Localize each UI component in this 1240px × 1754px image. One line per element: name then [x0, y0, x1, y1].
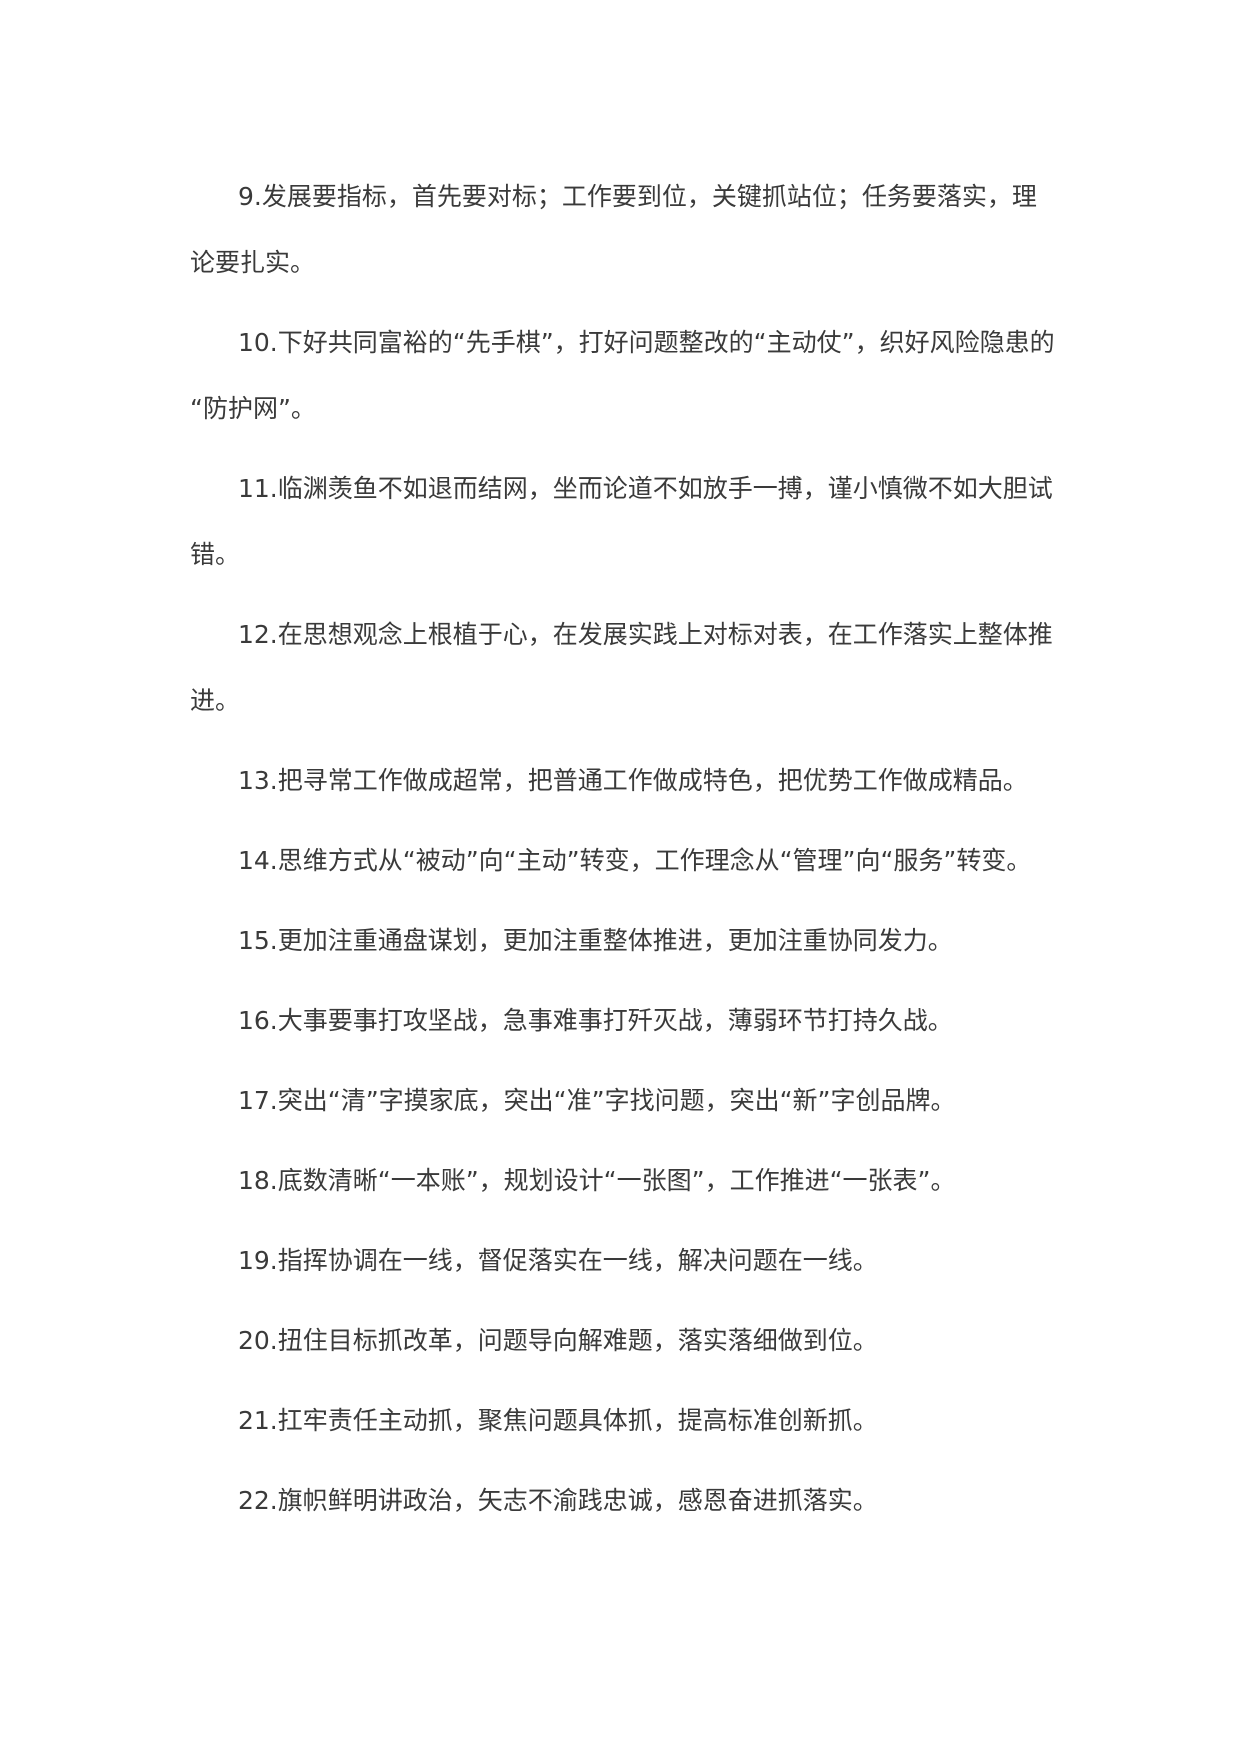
paragraph-line: 10.下好共同富裕的“先手棋”，打好问题整改的“主动仗”，织好风险隐患的 [238, 328, 1055, 357]
paragraph-line: 17.突出“清”字摸家底，突出“准”字找问题，突出“新”字创品牌。 [238, 1086, 956, 1115]
paragraph-line: 19.指挥协调在一线，督促落实在一线，解决问题在一线。 [238, 1246, 878, 1275]
paragraph-line: 16.大事要事打攻坚战，急事难事打歼灭战，薄弱环节打持久战。 [238, 1006, 953, 1035]
paragraph-line: 9.发展要指标，首先要对标；工作要到位，关键抓站位；任务要落实，理 [238, 182, 1037, 211]
paragraph-line: 14.思维方式从“被动”向“主动”转变，工作理念从“管理”向“服务”转变。 [238, 846, 1032, 875]
paragraph-line: 20.扭住目标抓改革，问题导向解难题，落实落细做到位。 [238, 1326, 878, 1355]
paragraph: 9.发展要指标，首先要对标；工作要到位，关键抓站位；任务要落实，理论要扎实。 [190, 164, 1070, 296]
paragraph-line: 15.更加注重通盘谋划，更加注重整体推进，更加注重协同发力。 [238, 926, 953, 955]
document-body: 9.发展要指标，首先要对标；工作要到位，关键抓站位；任务要落实，理论要扎实。 10… [190, 164, 1070, 1548]
paragraph-line: 错。 [190, 540, 241, 569]
paragraph-line: “防护网”。 [190, 394, 316, 423]
paragraph: 21.扛牢责任主动抓，聚焦问题具体抓，提高标准创新抓。 [190, 1388, 1070, 1454]
paragraph: 13.把寻常工作做成超常，把普通工作做成特色，把优势工作做成精品。 [190, 748, 1070, 814]
paragraph: 10.下好共同富裕的“先手棋”，打好问题整改的“主动仗”，织好风险隐患的 “防护网… [190, 310, 1070, 442]
paragraph: 12.在思想观念上根植于心，在发展实践上对标对表，在工作落实上整体推进。 [190, 602, 1070, 734]
paragraph-line: 11.临渊羡鱼不如退而结网，坐而论道不如放手一搏，谨小慎微不如大胆试 [238, 474, 1053, 503]
paragraph: 19.指挥协调在一线，督促落实在一线，解决问题在一线。 [190, 1228, 1070, 1294]
paragraph: 11.临渊羡鱼不如退而结网，坐而论道不如放手一搏，谨小慎微不如大胆试错。 [190, 456, 1070, 588]
paragraph-line: 进。 [190, 686, 241, 715]
paragraph: 17.突出“清”字摸家底，突出“准”字找问题，突出“新”字创品牌。 [190, 1068, 1070, 1134]
paragraph: 16.大事要事打攻坚战，急事难事打歼灭战，薄弱环节打持久战。 [190, 988, 1070, 1054]
paragraph-line: 18.底数清晰“一本账”，规划设计“一张图”，工作推进“一张表”。 [238, 1166, 956, 1195]
paragraph: 20.扭住目标抓改革，问题导向解难题，落实落细做到位。 [190, 1308, 1070, 1374]
paragraph: 18.底数清晰“一本账”，规划设计“一张图”，工作推进“一张表”。 [190, 1148, 1070, 1214]
paragraph: 15.更加注重通盘谋划，更加注重整体推进，更加注重协同发力。 [190, 908, 1070, 974]
paragraph-line: 12.在思想观念上根植于心，在发展实践上对标对表，在工作落实上整体推 [238, 620, 1053, 649]
paragraph-line: 13.把寻常工作做成超常，把普通工作做成特色，把优势工作做成精品。 [238, 766, 1028, 795]
paragraph-line: 论要扎实。 [190, 248, 316, 277]
paragraph-line: 21.扛牢责任主动抓，聚焦问题具体抓，提高标准创新抓。 [238, 1406, 878, 1435]
paragraph: 22.旗帜鲜明讲政治，矢志不渝践忠诚，感恩奋进抓落实。 [190, 1468, 1070, 1534]
paragraph-line: 22.旗帜鲜明讲政治，矢志不渝践忠诚，感恩奋进抓落实。 [238, 1486, 878, 1515]
paragraph: 14.思维方式从“被动”向“主动”转变，工作理念从“管理”向“服务”转变。 [190, 828, 1070, 894]
